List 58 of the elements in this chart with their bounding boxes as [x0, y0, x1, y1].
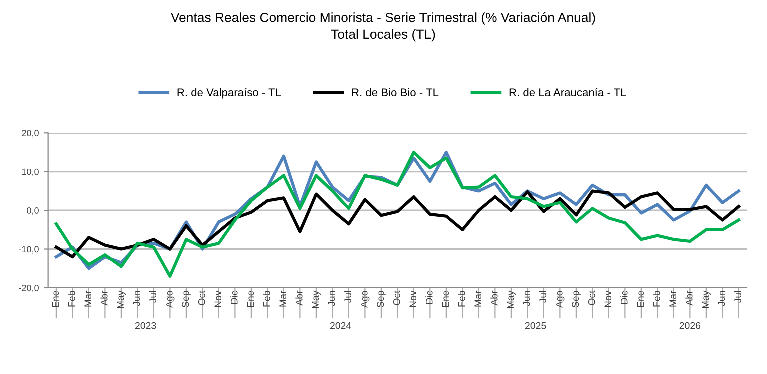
line-series — [54, 190, 740, 259]
x-tick-label: Feb — [68, 291, 76, 307]
x-tick-label: Dic — [230, 291, 238, 304]
x-tick-label: Ago — [556, 291, 565, 308]
text: 2026 — [680, 322, 701, 330]
x-tick-label: Sep — [377, 291, 386, 308]
x-tick-label: Jul — [344, 291, 352, 304]
legend-label: R. de Bio Bio - TL — [352, 88, 439, 97]
x-tick-label: Dic — [426, 291, 433, 304]
x-tick-label: Ene — [247, 291, 254, 308]
x-tick-label: Mar — [280, 290, 287, 307]
x-tick-label: Ago — [361, 291, 370, 308]
x-tick-label: Ago — [166, 291, 175, 308]
x-tick-label: Ene — [52, 291, 60, 308]
text: 2024 — [330, 322, 352, 330]
x-tick-label: May — [702, 290, 711, 308]
x-tick-label: Jun — [134, 291, 140, 306]
x-tick-label: Nov — [410, 290, 417, 308]
text: 2025 — [525, 322, 546, 330]
x-tick-label: Oct — [393, 290, 400, 306]
x-tick-label: Jul — [149, 291, 157, 304]
y-tick-label: -20,0 — [19, 284, 39, 292]
x-tick-label: Abr — [296, 290, 303, 306]
x-tick-label: Abr — [100, 290, 108, 306]
x-tick-label: Mar — [474, 290, 482, 307]
x-tick-label: Feb — [458, 291, 466, 307]
x-tick-label: May — [117, 290, 126, 308]
x-tick-label: Abr — [490, 290, 498, 306]
x-tick-label: Jul — [539, 291, 547, 304]
x-tick-label: Ene — [442, 291, 450, 308]
x-tick-label: Jun — [524, 291, 530, 306]
x-tick-label: Mar — [84, 290, 92, 307]
x-tick-label: Abr — [686, 290, 693, 306]
legend-label: R. de Valparaíso - TL — [178, 88, 282, 99]
x-tick-label: May — [312, 290, 321, 308]
x-tick-label: Sep — [182, 291, 191, 308]
y-tick-label: 20,0 — [22, 130, 39, 138]
x-tick-label: Feb — [653, 291, 660, 307]
chart-subtitle: Total Locales (TL) — [331, 29, 436, 42]
x-tick-label: Ene — [637, 291, 644, 308]
x-tick-label: Nov — [214, 290, 222, 308]
x-tick-label: Jun — [718, 291, 726, 306]
x-tick-label: Jun — [328, 291, 336, 306]
chart-title: Ventas Reales Comercio Minorista - Serie Trimestral (% Variación Anual) — [171, 12, 596, 25]
x-tick-label: May — [507, 290, 516, 308]
x-tick-label: Dic — [620, 291, 628, 304]
y-tick-label: 0,0 — [27, 208, 39, 215]
x-tick-label: Oct — [588, 290, 596, 306]
x-tick-label: Sep — [572, 291, 581, 308]
x-tick-label: Jul — [734, 291, 742, 304]
x-tick-label: Nov — [604, 290, 612, 308]
y-tick-label: 10,0 — [22, 168, 39, 176]
text: 2023 — [135, 322, 156, 330]
x-tick-label: Feb — [263, 291, 270, 307]
y-tick-label: -10,0 — [19, 246, 39, 254]
legend-label: R. de La Araucanía - TL — [510, 88, 626, 97]
x-tick-label: Oct — [198, 290, 206, 306]
x-tick-label: Mar — [670, 290, 677, 307]
